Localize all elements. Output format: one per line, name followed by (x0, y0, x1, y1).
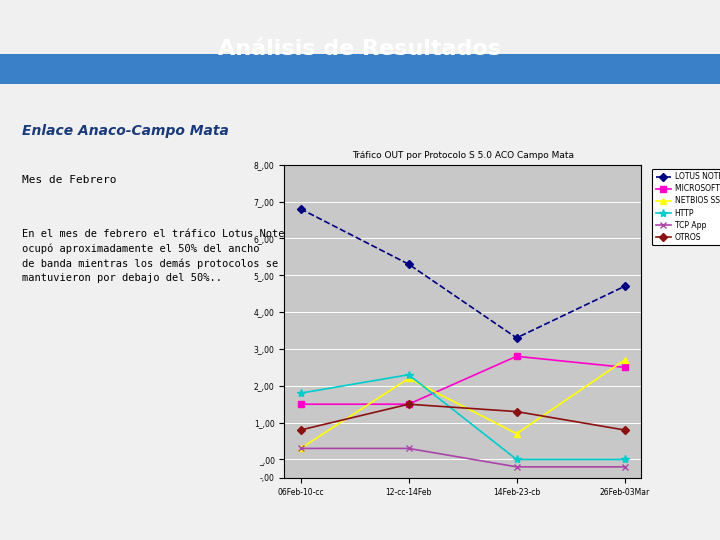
HTTP (620, 456, 629, 463)
Text: En el mes de febrero el tráfico Lotus Notes
ocupó aproximadamente el 50% del anc: En el mes de febrero el tráfico Lotus No… (22, 230, 291, 283)
TCP App (513, 464, 521, 470)
MICROSOFT DS (620, 364, 629, 370)
NETBIOS SSN (620, 357, 629, 363)
LOTUS NOTES (297, 206, 305, 212)
Line: OTROS: OTROS (298, 401, 627, 433)
LOTUS NOTES (513, 335, 521, 341)
NETBIOS SSN (405, 375, 413, 382)
TCP App (620, 464, 629, 470)
Title: Tráfico OUT por Protocolo S 5.0 ACO Campo Mata: Tráfico OUT por Protocolo S 5.0 ACO Camp… (351, 151, 574, 160)
Line: NETBIOS SSN: NETBIOS SSN (297, 356, 628, 452)
HTTP (405, 372, 413, 378)
LOTUS NOTES (620, 283, 629, 289)
OTROS (405, 401, 413, 408)
MICROSOFT DS (513, 353, 521, 360)
OTROS (620, 427, 629, 433)
MICROSOFT DS (405, 401, 413, 408)
TCP App (297, 445, 305, 451)
Line: TCP App: TCP App (297, 445, 628, 470)
Legend: LOTUS NOTES, MICROSOFT DS, NETBIOS SSN, HTTP, TCP App, OTROS: LOTUS NOTES, MICROSOFT DS, NETBIOS SSN, … (652, 168, 720, 246)
Bar (0, 55, 720, 84)
Text: Mes de Febrero: Mes de Febrero (22, 175, 117, 185)
Line: MICROSOFT DS: MICROSOFT DS (298, 354, 627, 407)
HTTP (297, 390, 305, 396)
MICROSOFT DS (297, 401, 305, 408)
TCP App (405, 445, 413, 451)
Line: LOTUS NOTES: LOTUS NOTES (298, 206, 627, 341)
NETBIOS SSN (513, 430, 521, 437)
OTROS (513, 408, 521, 415)
Text: Enlace Anaco-Campo Mata: Enlace Anaco-Campo Mata (22, 124, 229, 138)
Text: Análisis de Resultados: Análisis de Resultados (218, 38, 502, 58)
Line: HTTP: HTTP (297, 370, 629, 464)
HTTP (513, 456, 521, 463)
LOTUS NOTES (405, 261, 413, 267)
NETBIOS SSN (297, 445, 305, 451)
OTROS (297, 427, 305, 433)
